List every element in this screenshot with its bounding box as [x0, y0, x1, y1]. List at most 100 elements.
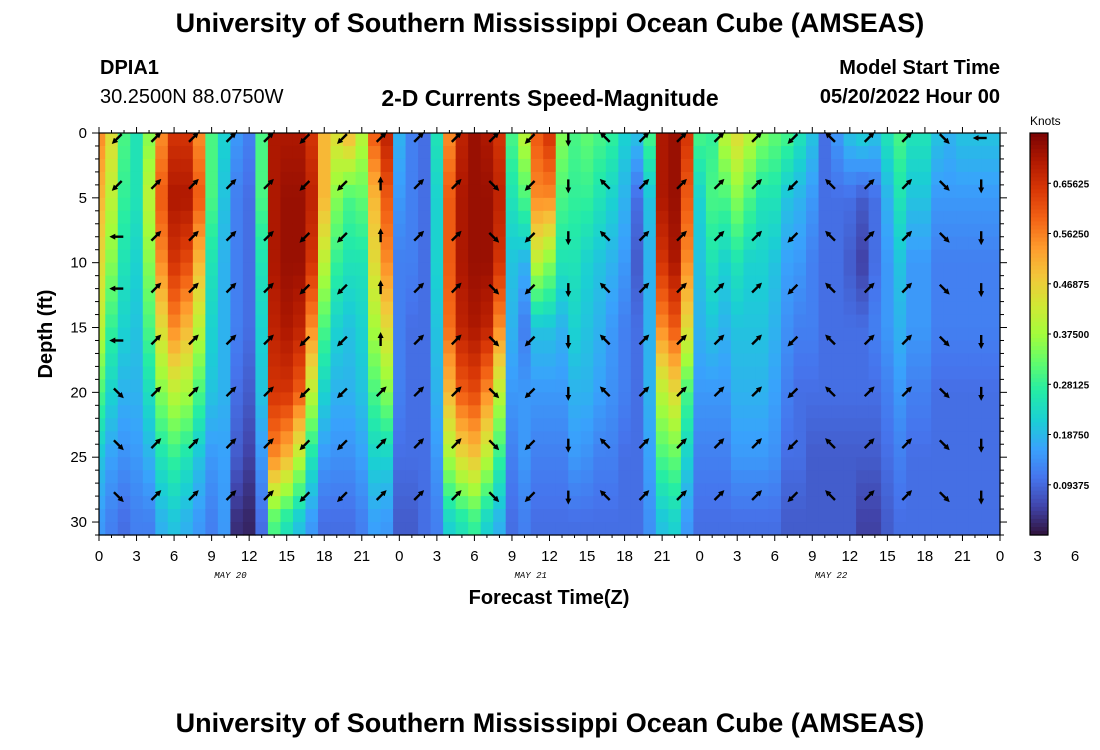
heatmap-cell — [393, 509, 407, 523]
heatmap-cell — [868, 340, 882, 355]
colorbar-segment — [1030, 221, 1048, 227]
heatmap-cell — [368, 340, 382, 355]
heatmap-cell — [167, 392, 181, 406]
heatmap-cell — [99, 210, 106, 225]
heatmap-cell — [393, 392, 407, 406]
heatmap-cell — [292, 158, 307, 173]
heatmap-cell — [205, 301, 219, 316]
heatmap-cell — [418, 366, 432, 380]
heatmap-cell — [468, 457, 482, 471]
colorbar-segment — [1030, 197, 1048, 202]
heatmap-cell — [117, 197, 131, 212]
heatmap-cell — [355, 457, 369, 471]
heatmap-cell — [605, 275, 619, 290]
heatmap-cell — [705, 249, 720, 264]
heatmap-cell — [643, 405, 657, 419]
heatmap-cell — [230, 392, 244, 406]
heatmap-cell — [493, 431, 507, 445]
heatmap-cell — [543, 392, 557, 406]
heatmap-cell — [981, 496, 995, 510]
heatmap-cell — [418, 392, 432, 406]
heatmap-cell — [130, 405, 144, 419]
heatmap-cell — [280, 288, 294, 303]
current-vector-arrow — [188, 334, 199, 346]
heatmap-cell — [593, 366, 607, 380]
current-vector-arrow — [751, 334, 763, 346]
heatmap-cell — [680, 444, 695, 458]
heatmap-cell — [893, 275, 907, 290]
heatmap-cell — [518, 431, 532, 445]
heatmap-cell — [205, 249, 219, 264]
heatmap-cell — [730, 249, 745, 264]
heatmap-cell — [142, 509, 156, 523]
heatmap-cell — [543, 509, 557, 523]
heatmap-cell — [99, 249, 106, 264]
heatmap-cell — [317, 223, 332, 238]
current-vector-arrow — [299, 180, 311, 191]
heatmap-cell — [468, 496, 482, 510]
heatmap-cell — [430, 522, 444, 536]
heatmap-cell — [693, 184, 707, 199]
heatmap-cell — [831, 314, 845, 329]
heatmap-cell — [330, 314, 344, 329]
heatmap-cell — [518, 457, 532, 471]
heatmap-cell — [555, 340, 569, 355]
heatmap-cell — [943, 145, 957, 160]
current-vector-arrow — [713, 438, 725, 449]
heatmap-cell — [493, 509, 507, 523]
heatmap-cell — [105, 158, 119, 173]
heatmap-cell — [317, 444, 332, 458]
heatmap-cell — [881, 470, 895, 484]
colorbar-segment — [1030, 265, 1048, 271]
heatmap-cell — [505, 262, 519, 277]
heatmap-cell — [518, 353, 532, 368]
heatmap-cell — [918, 522, 932, 536]
current-vector-arrow — [825, 178, 836, 190]
heatmap-cell — [968, 366, 982, 380]
colorbar-segment — [1030, 402, 1048, 407]
heatmap-cell — [155, 145, 169, 160]
heatmap-cell — [530, 210, 544, 225]
heatmap-cell — [956, 431, 970, 445]
heatmap-cell — [405, 522, 419, 536]
heatmap-cell — [405, 249, 419, 264]
heatmap-cell — [180, 301, 194, 316]
heatmap-cell — [818, 353, 832, 368]
heatmap-cell — [242, 184, 257, 199]
heatmap-cell — [267, 444, 282, 458]
heatmap-cell — [330, 509, 344, 523]
heatmap-cell — [718, 509, 732, 523]
heatmap-cell — [280, 223, 294, 238]
heatmap-cell — [568, 470, 582, 484]
heatmap-cell — [781, 418, 795, 432]
colorbar-segment — [1030, 406, 1048, 411]
heatmap-cell — [430, 392, 444, 406]
heatmap-cell — [743, 171, 757, 186]
heatmap-cell — [155, 418, 169, 432]
heatmap-cell — [693, 197, 707, 212]
heatmap-cell — [493, 158, 507, 173]
colorbar-label: 0.18750 — [1053, 431, 1090, 442]
heatmap-cell — [981, 483, 995, 497]
colorbar-segment — [1030, 301, 1048, 307]
heatmap-cell — [881, 366, 895, 380]
heatmap-cell — [368, 145, 382, 160]
heatmap-cell — [993, 184, 1001, 199]
heatmap-cell — [142, 379, 156, 393]
heatmap-cell — [868, 145, 882, 160]
heatmap-cell — [555, 184, 569, 199]
heatmap-cell — [255, 457, 269, 471]
colorbar-segment — [1030, 454, 1048, 460]
heatmap-cell — [981, 133, 995, 147]
heatmap-cell — [981, 366, 995, 380]
heatmap-cell — [217, 171, 231, 186]
heatmap-cell — [968, 470, 982, 484]
heatmap-cell — [167, 184, 181, 199]
heatmap-cell — [99, 353, 106, 368]
heatmap-cell — [393, 457, 407, 471]
heatmap-cell — [192, 418, 206, 432]
heatmap-cell — [806, 340, 820, 355]
heatmap-cell — [705, 158, 720, 173]
heatmap-cell — [593, 158, 607, 173]
y-tick-label: 30 — [70, 514, 87, 531]
